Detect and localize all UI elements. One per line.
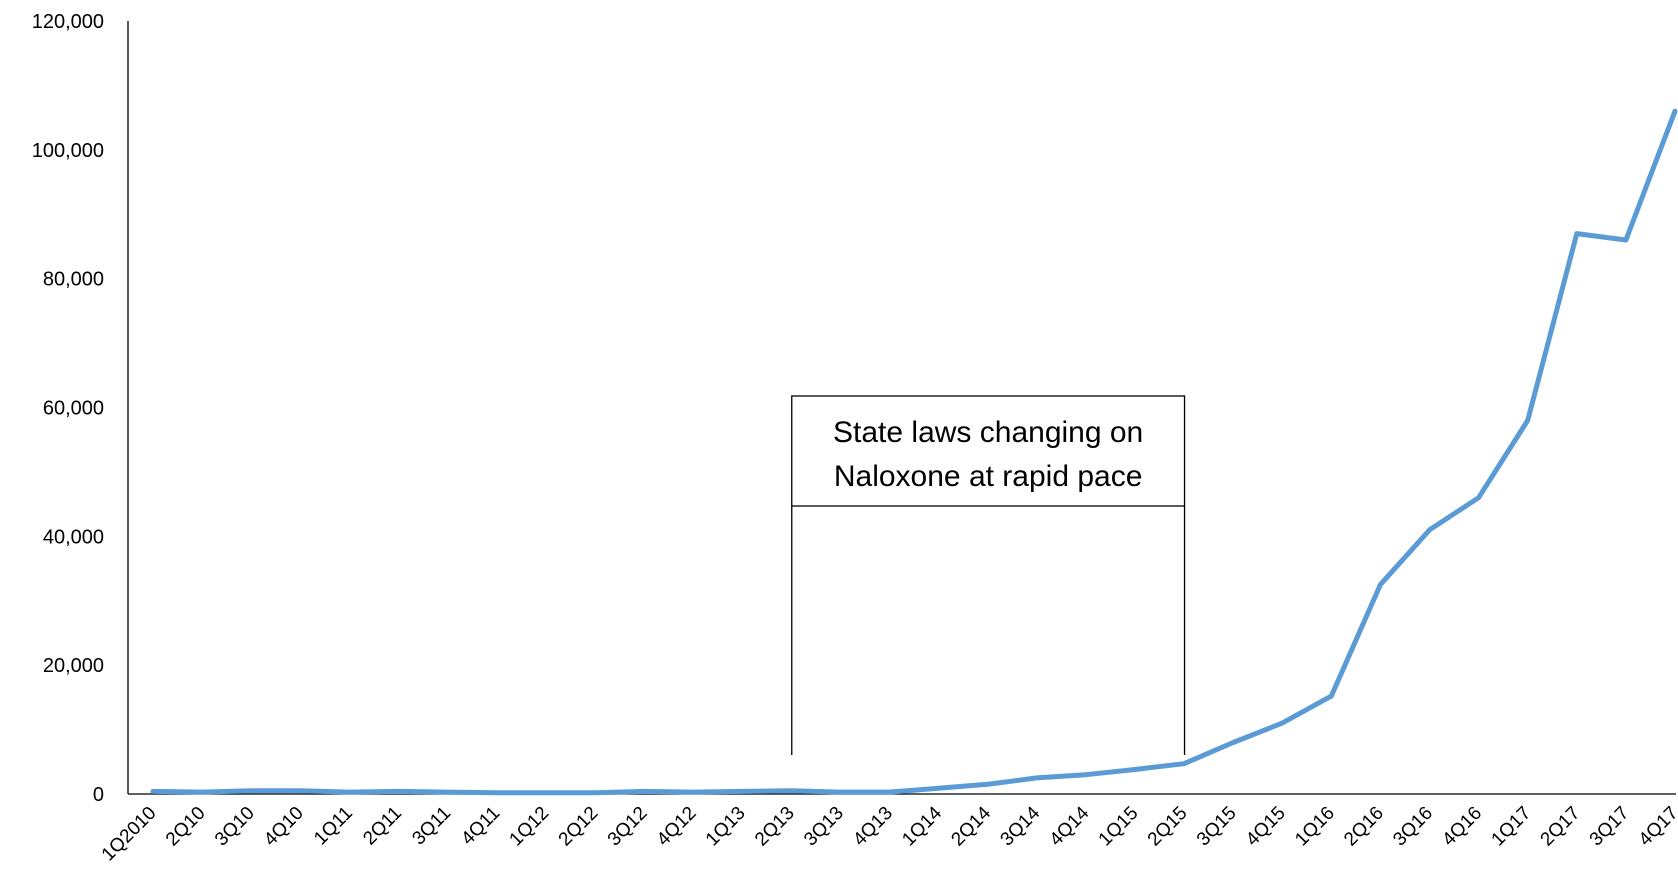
x-tick-label: 2Q15 — [1144, 803, 1192, 851]
x-tick-label: 3Q17 — [1586, 803, 1634, 851]
y-tick-label: 60,000 — [43, 398, 104, 420]
x-tick-label: 3Q11 — [408, 803, 455, 850]
annotation-text: Naloxone at rapid pace — [834, 460, 1143, 493]
x-tick-label: 2Q14 — [947, 802, 995, 850]
annotation-bracket: State laws changing on Naloxone at rapid … — [791, 395, 1186, 755]
x-tick-label: 3Q15 — [1193, 803, 1241, 851]
x-tick-label: 1Q15 — [1095, 803, 1143, 851]
x-tick-label: 1Q2010 — [98, 803, 161, 866]
y-tick-label: 100,000 — [32, 140, 104, 162]
y-tick-label: 80,000 — [43, 269, 104, 291]
x-tick-label: 1Q17 — [1488, 803, 1536, 851]
x-tick-label: 1Q13 — [702, 803, 750, 851]
x-tick-label: 1Q11 — [310, 803, 357, 850]
annotation-box — [791, 395, 1186, 507]
y-tick-label: 120,000 — [32, 11, 104, 33]
x-tick-label: 3Q10 — [211, 803, 259, 851]
x-tick-label: 3Q13 — [800, 803, 848, 851]
y-axis-ticks: 0 20,000 40,000 60,000 80,000 100,000 120,000 — [32, 11, 104, 806]
x-axis-ticks: 1Q2010 2Q10 3Q10 4Q10 1Q11 2Q11 3Q11 4Q11 1Q12 2Q… — [98, 802, 1678, 865]
x-tick-label: 4Q14 — [1046, 802, 1094, 850]
x-tick-label: 4Q11 — [457, 803, 504, 850]
x-tick-label: 2Q11 — [359, 803, 406, 850]
x-tick-label: 4Q17 — [1635, 803, 1678, 851]
x-tick-label: 2Q10 — [162, 803, 210, 851]
x-tick-label: 1Q12 — [506, 803, 554, 851]
series-path — [150, 108, 1678, 796]
annotation-text: State laws changing on — [833, 416, 1143, 449]
x-tick-label: 3Q14 — [997, 802, 1045, 850]
x-tick-label: 3Q12 — [604, 803, 652, 851]
y-tick-label: 40,000 — [43, 526, 104, 548]
x-tick-label: 4Q12 — [653, 803, 701, 851]
x-tick-label: 1Q14 — [898, 802, 946, 850]
x-tick-label: 3Q16 — [1389, 803, 1437, 851]
x-tick-label: 4Q13 — [849, 803, 897, 851]
x-tick-label: 2Q13 — [751, 803, 799, 851]
x-tick-label: 4Q16 — [1438, 803, 1486, 851]
y-tick-label: 0 — [93, 784, 104, 806]
series-line — [150, 108, 1678, 796]
x-tick-label: 4Q10 — [260, 803, 308, 851]
x-tick-label: 4Q15 — [1242, 803, 1290, 851]
x-tick-label: 2Q16 — [1340, 803, 1388, 851]
x-tick-label: 2Q17 — [1537, 803, 1585, 851]
x-tick-label: 1Q16 — [1291, 803, 1339, 851]
y-tick-label: 20,000 — [43, 655, 104, 677]
x-tick-label: 2Q12 — [555, 803, 603, 851]
